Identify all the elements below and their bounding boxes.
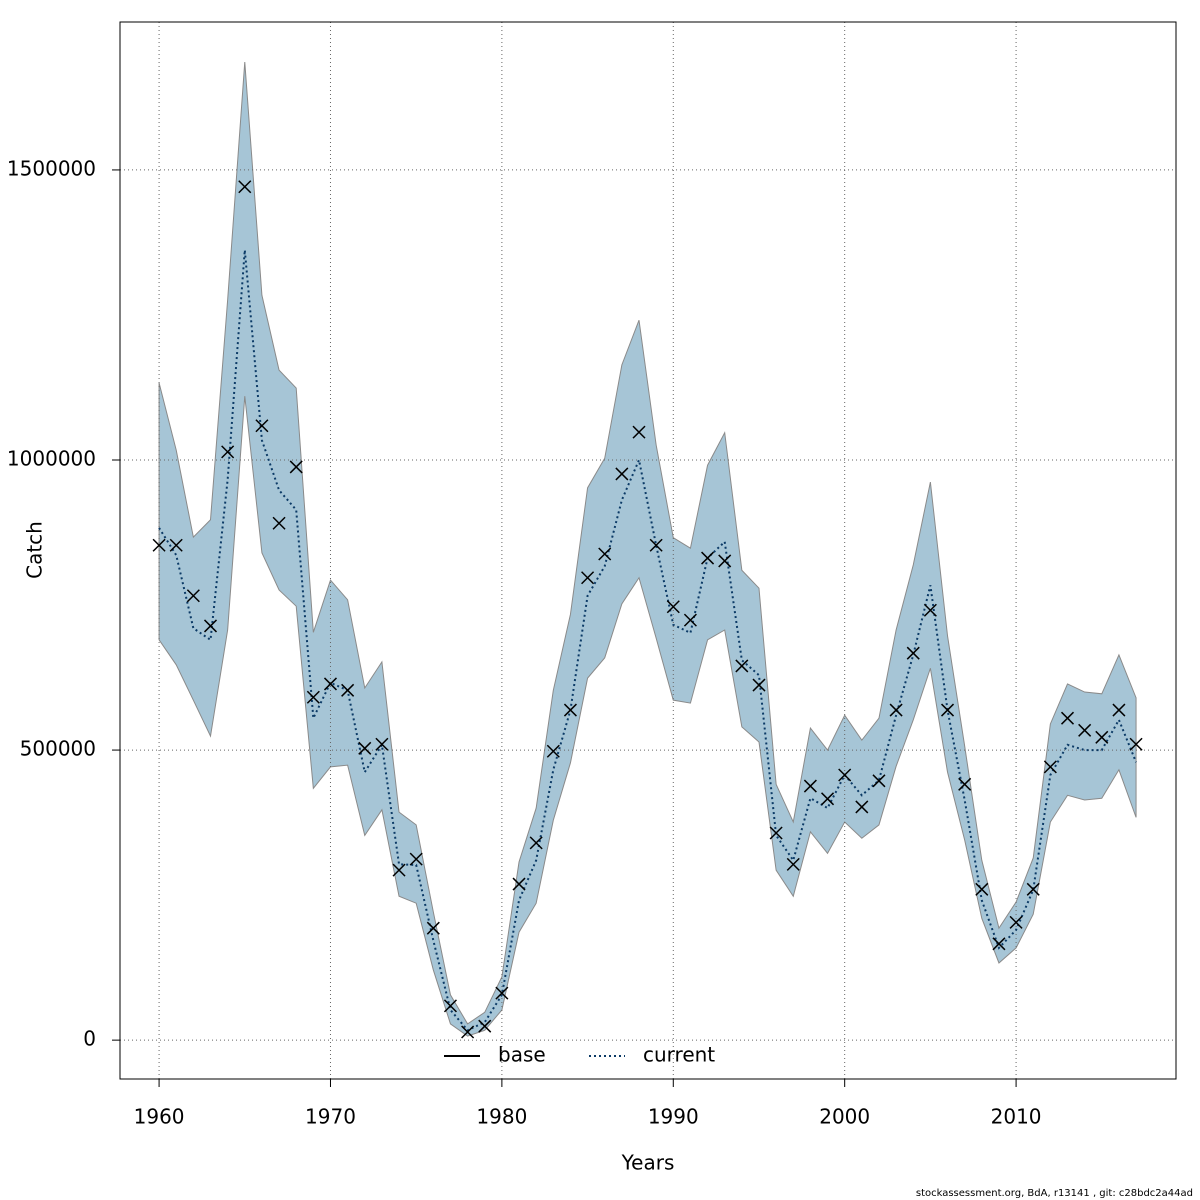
observation xyxy=(735,659,749,673)
x-axis-label: Years xyxy=(621,1151,675,1175)
plot-frame xyxy=(119,21,1177,1080)
observation xyxy=(906,646,920,660)
observation xyxy=(632,425,646,439)
series-line xyxy=(158,249,1137,1032)
observation xyxy=(563,703,577,717)
legend-label: current xyxy=(643,1043,715,1067)
observation xyxy=(512,877,526,891)
observation xyxy=(855,800,869,814)
observation xyxy=(1095,730,1109,744)
observation xyxy=(975,882,989,896)
legend-label: base xyxy=(498,1043,546,1067)
observation xyxy=(889,703,903,717)
observation xyxy=(1112,703,1126,717)
observation xyxy=(478,1019,492,1033)
observation xyxy=(821,792,835,806)
observation xyxy=(272,516,286,530)
observation xyxy=(1009,915,1023,929)
observation xyxy=(838,768,852,782)
observation xyxy=(461,1025,475,1039)
x-tick-label: 2000 xyxy=(819,1105,870,1129)
observation xyxy=(769,826,783,840)
observation xyxy=(323,677,338,691)
observation xyxy=(581,571,595,585)
observation xyxy=(803,779,817,793)
observation xyxy=(289,460,303,474)
observation xyxy=(546,744,560,758)
observation xyxy=(529,836,543,850)
observation xyxy=(786,857,800,871)
observation xyxy=(238,180,252,194)
y-axis-label: Catch xyxy=(23,521,47,579)
observation xyxy=(666,600,680,614)
observation xyxy=(615,467,629,481)
observation xyxy=(752,678,766,692)
y-tick-label: 1500000 xyxy=(7,156,96,180)
observation xyxy=(426,921,440,935)
observation xyxy=(1129,737,1143,751)
observation xyxy=(923,603,937,617)
observation xyxy=(1078,723,1092,737)
observation xyxy=(718,554,732,568)
observation xyxy=(701,551,715,565)
observation xyxy=(940,703,955,717)
footer: stockassessment.org, BdA, r13141 , git: … xyxy=(916,1188,1193,1199)
y-tick-label: 500000 xyxy=(20,737,96,761)
observation xyxy=(958,777,972,791)
observation xyxy=(495,986,509,1000)
observation xyxy=(358,741,372,755)
x-tick-label: 1960 xyxy=(134,1105,185,1129)
confidence-band xyxy=(158,61,1137,1037)
observation xyxy=(683,613,697,627)
observation xyxy=(992,937,1006,951)
observation xyxy=(255,419,269,433)
x-tick-label: 1970 xyxy=(305,1105,356,1129)
observation xyxy=(409,852,423,866)
observation xyxy=(1043,760,1057,774)
observation xyxy=(598,547,612,561)
x-tick-label: 1980 xyxy=(476,1105,527,1129)
observation xyxy=(169,538,183,552)
observation xyxy=(649,538,663,552)
observation xyxy=(203,619,218,633)
y-tick-label: 0 xyxy=(83,1027,96,1051)
observation xyxy=(872,774,886,788)
observation xyxy=(306,690,320,704)
observation xyxy=(1060,711,1075,725)
observation xyxy=(221,445,235,459)
observation xyxy=(375,737,389,751)
observation xyxy=(1026,882,1040,896)
observation xyxy=(341,683,355,697)
x-tick-label: 2010 xyxy=(991,1105,1042,1129)
observation xyxy=(152,538,166,552)
x-tick-label: 1990 xyxy=(648,1105,699,1129)
observation xyxy=(186,589,200,603)
observation xyxy=(443,999,457,1013)
observation xyxy=(392,863,406,877)
y-tick-label: 1000000 xyxy=(7,446,96,470)
